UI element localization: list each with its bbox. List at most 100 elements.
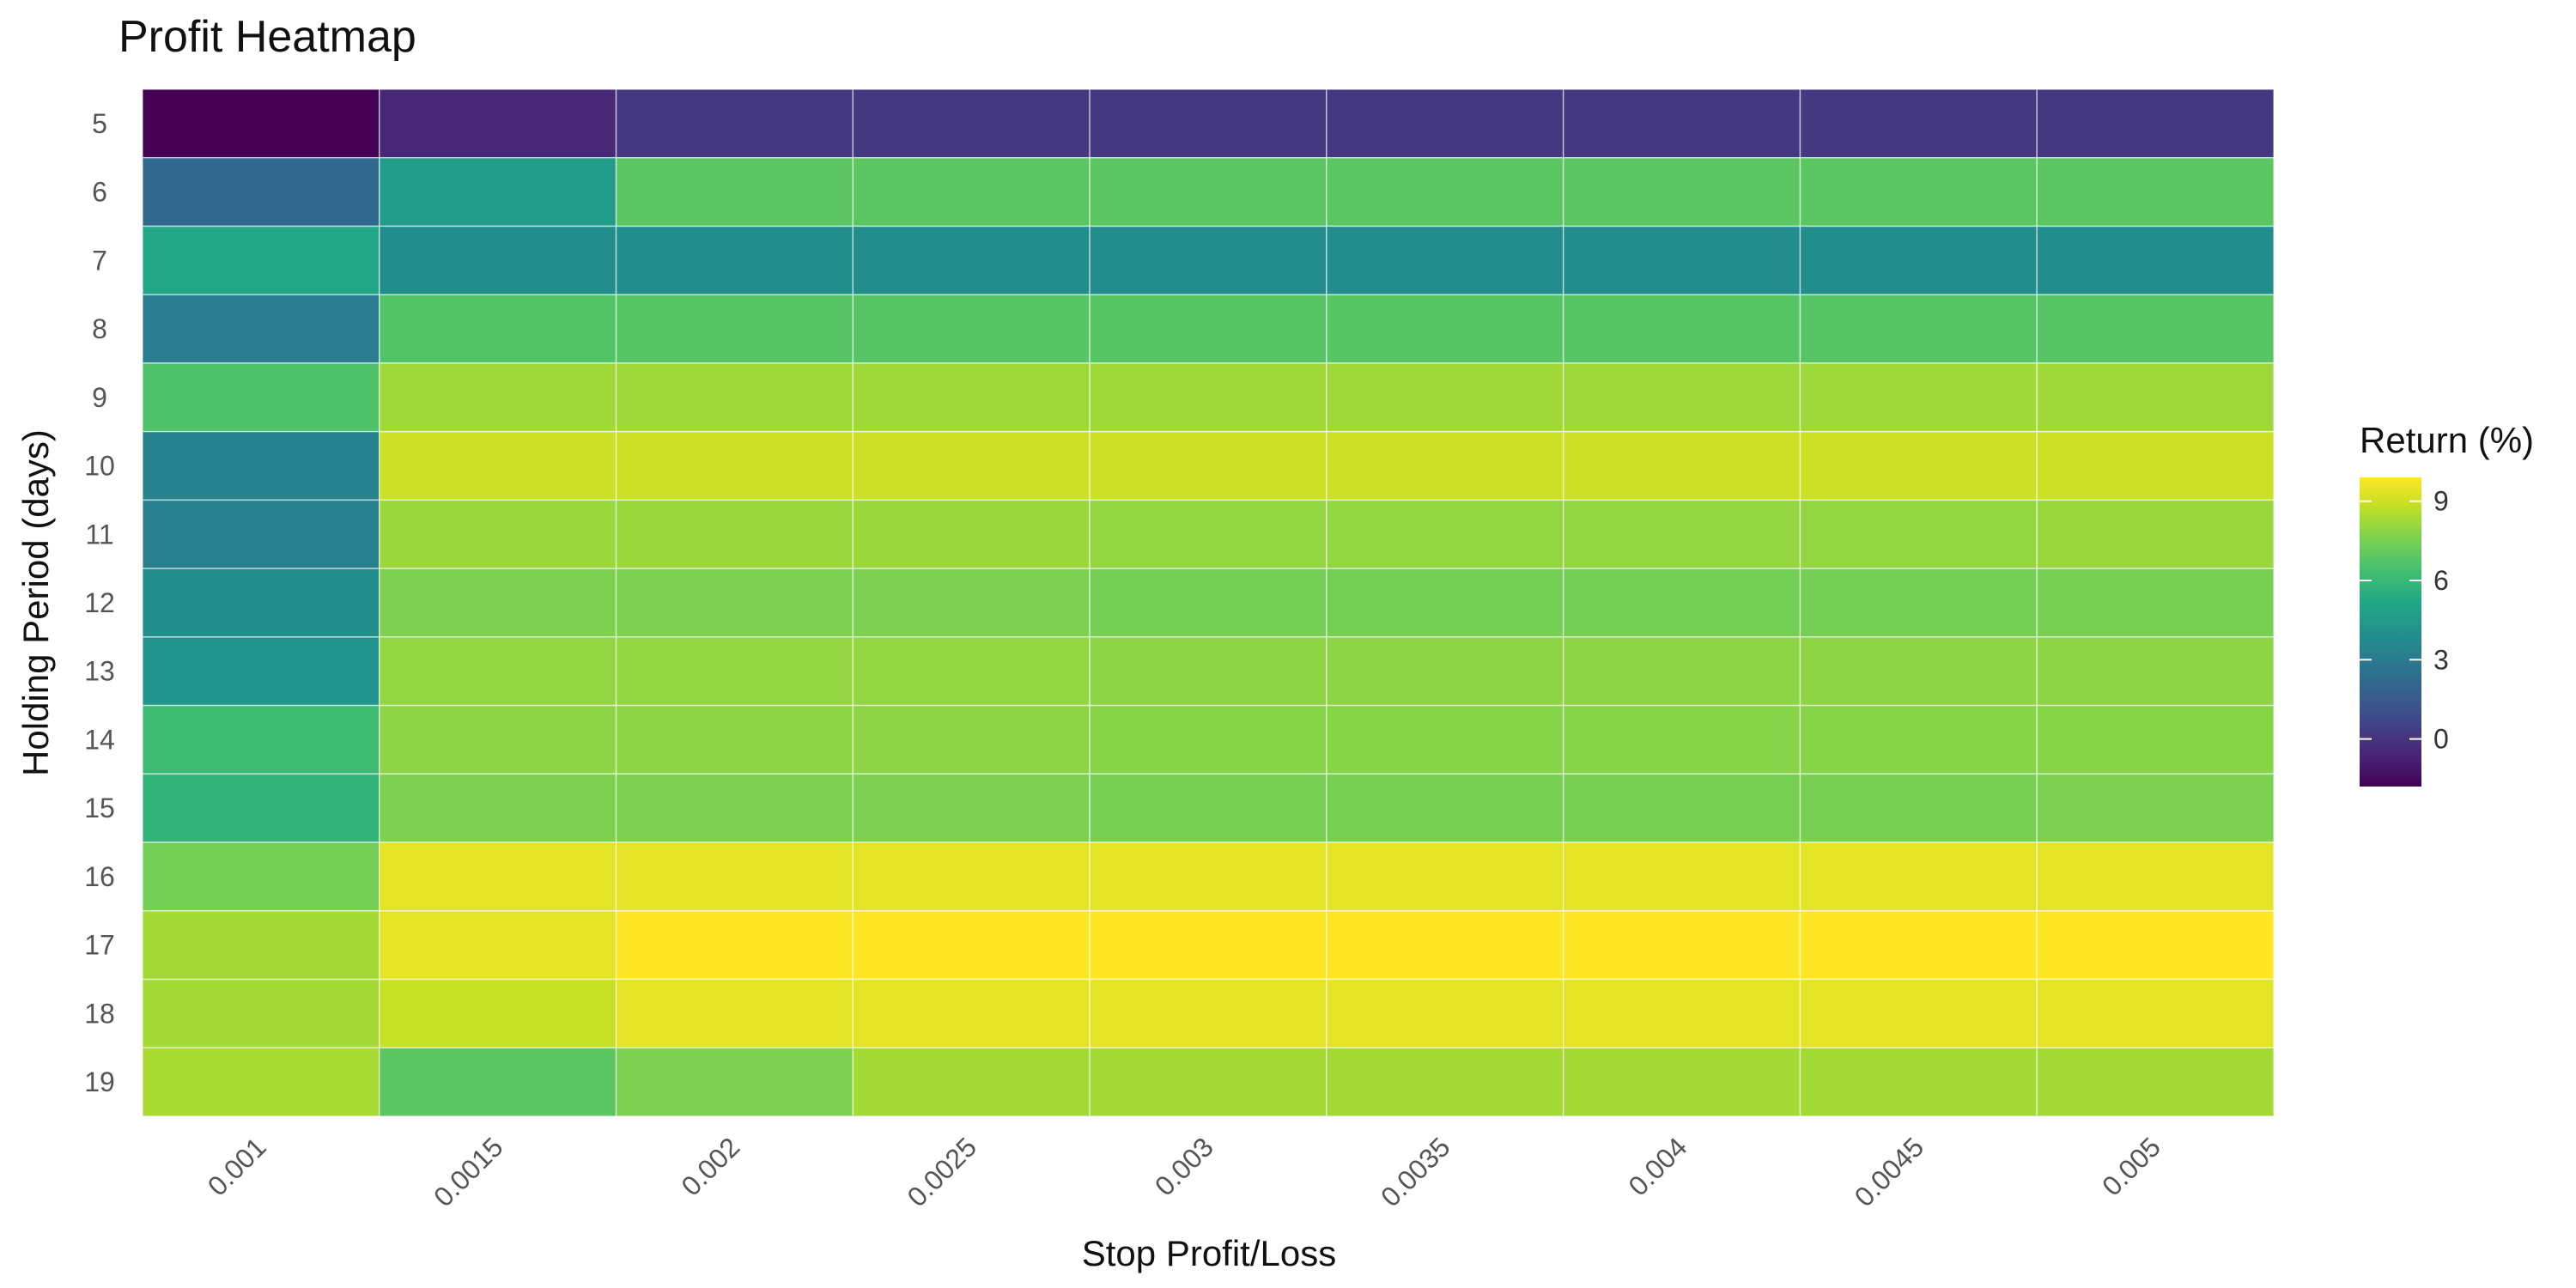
heatmap-cell bbox=[1326, 362, 1564, 433]
heatmap-cell bbox=[379, 1047, 617, 1117]
y-tick-label: 17 bbox=[84, 930, 115, 961]
heatmap-cell bbox=[1799, 88, 2038, 159]
x-tick-label: 0.003 bbox=[1149, 1131, 1219, 1201]
y-tick-label: 15 bbox=[84, 793, 115, 823]
heatmap-cell bbox=[1799, 499, 2038, 569]
heatmap-cell bbox=[1089, 430, 1327, 501]
heatmap-cell bbox=[852, 568, 1091, 638]
heatmap-cell bbox=[1326, 156, 1564, 228]
heatmap-cell bbox=[379, 773, 617, 843]
heatmap-cell bbox=[142, 568, 380, 638]
x-tick-label: 0.004 bbox=[1622, 1131, 1692, 1201]
y-tick-label: 13 bbox=[84, 656, 115, 687]
heatmap-cell bbox=[1562, 978, 1801, 1049]
x-tick-label: 0.0015 bbox=[428, 1131, 509, 1212]
y-tick-label: 10 bbox=[84, 451, 115, 482]
heatmap-cell bbox=[142, 636, 380, 707]
heatmap-cell bbox=[2036, 1047, 2275, 1117]
heatmap-cell bbox=[1562, 225, 1801, 295]
heatmap-cell bbox=[1089, 499, 1327, 569]
heatmap-cell bbox=[1799, 1047, 2038, 1117]
heatmap-cell bbox=[1799, 362, 2038, 433]
heatmap-cell bbox=[1562, 841, 1801, 912]
heatmap-cell bbox=[615, 362, 854, 433]
heatmap-cell bbox=[1326, 636, 1564, 707]
legend-tick-label: 0 bbox=[2433, 724, 2449, 755]
heatmap-cell bbox=[142, 1047, 380, 1117]
heatmap-cell bbox=[2036, 499, 2275, 569]
chart-title: Profit Heatmap bbox=[118, 12, 416, 62]
heatmap-cell bbox=[1089, 88, 1327, 159]
heatmap-cell bbox=[1089, 773, 1327, 843]
heatmap-cell bbox=[1562, 430, 1801, 501]
heatmap-cell bbox=[142, 362, 380, 433]
heatmap-cell bbox=[1326, 499, 1564, 569]
heatmap-cell bbox=[1562, 362, 1801, 433]
heatmap-cell bbox=[379, 841, 617, 912]
heatmap-cell bbox=[615, 88, 854, 159]
heatmap-cell bbox=[1799, 294, 2038, 364]
heatmap-cell bbox=[615, 1047, 854, 1117]
heatmap-cell bbox=[615, 499, 854, 569]
heatmap-cell bbox=[615, 910, 854, 981]
heatmap-cell bbox=[379, 704, 617, 775]
heatmap-cell bbox=[2036, 568, 2275, 638]
heatmap-cell bbox=[852, 978, 1091, 1049]
heatmap-cell bbox=[1326, 841, 1564, 912]
heatmap-cell bbox=[1089, 704, 1327, 775]
legend-tick-label: 9 bbox=[2433, 486, 2449, 517]
heatmap-cell bbox=[1089, 362, 1327, 433]
heatmap-cell bbox=[1089, 225, 1327, 295]
heatmap-cell bbox=[852, 88, 1091, 159]
heatmap-cell bbox=[615, 294, 854, 364]
heatmap-cell bbox=[2036, 978, 2275, 1049]
heatmap-cell bbox=[379, 156, 617, 228]
heatmap-cell bbox=[142, 704, 380, 775]
heatmap-cell bbox=[2036, 841, 2275, 912]
heatmap-cell bbox=[2036, 636, 2275, 707]
heatmap-cell bbox=[1799, 704, 2038, 775]
y-tick-label: 11 bbox=[85, 519, 113, 550]
heatmap-cell bbox=[2036, 430, 2275, 501]
heatmap-cell bbox=[379, 294, 617, 364]
heatmap-cell bbox=[142, 910, 380, 981]
heatmap-cell bbox=[852, 704, 1091, 775]
heatmap-cell bbox=[2036, 156, 2275, 228]
heatmap-cell bbox=[2036, 294, 2275, 364]
heatmap-cell bbox=[1562, 1047, 1801, 1117]
x-tick-label: 0.0035 bbox=[1375, 1131, 1456, 1212]
heatmap-cell bbox=[615, 841, 854, 912]
y-tick-label: 7 bbox=[92, 245, 107, 276]
heatmap-cell bbox=[1326, 430, 1564, 501]
heatmap-cell bbox=[852, 910, 1091, 981]
y-tick-label: 8 bbox=[92, 313, 107, 344]
heatmap-cell bbox=[1326, 1047, 1564, 1117]
heatmap-cell bbox=[1326, 910, 1564, 981]
heatmap-cell bbox=[615, 568, 854, 638]
heatmap-cell bbox=[1562, 704, 1801, 775]
heatmap-cell bbox=[1089, 636, 1327, 707]
heatmap-cell bbox=[852, 841, 1091, 912]
heatmap-cell bbox=[615, 156, 854, 228]
heatmap-cell bbox=[1562, 294, 1801, 364]
heatmap-cell bbox=[615, 704, 854, 775]
heatmap-cell bbox=[379, 362, 617, 433]
heatmap-cell bbox=[379, 910, 617, 981]
heatmap-cell bbox=[1799, 910, 2038, 981]
y-axis-title: Holding Period (days) bbox=[15, 429, 56, 776]
heatmap-cell bbox=[1089, 1047, 1327, 1117]
heatmap-cell bbox=[1326, 773, 1564, 843]
heatmap-cell bbox=[1326, 704, 1564, 775]
legend-ticks: 0 3 6 9 bbox=[2360, 486, 2449, 755]
heatmap-cell bbox=[1562, 773, 1801, 843]
heatmap-cell bbox=[1326, 225, 1564, 295]
heatmap-cell bbox=[1799, 156, 2038, 228]
heatmap-cell bbox=[379, 978, 617, 1049]
heatmap-cell bbox=[1562, 499, 1801, 569]
heatmap-cell bbox=[379, 568, 617, 638]
heatmap-cell bbox=[2036, 88, 2275, 159]
x-tick-label: 0.005 bbox=[2096, 1131, 2166, 1201]
heatmap-cell bbox=[1799, 430, 2038, 501]
heatmap-cell bbox=[1326, 294, 1564, 364]
